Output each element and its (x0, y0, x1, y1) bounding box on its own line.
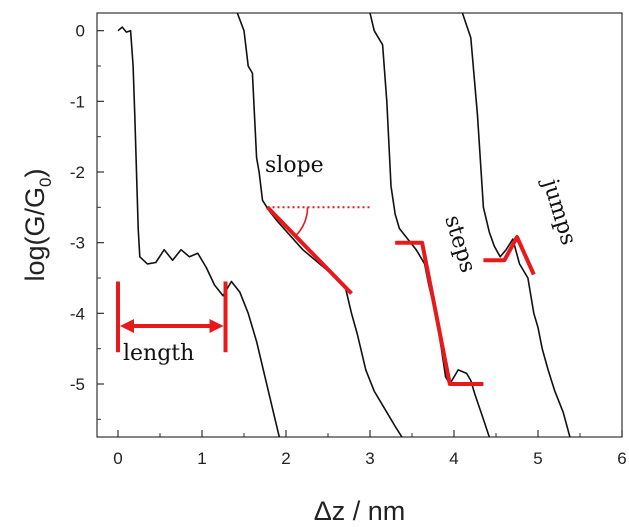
x-tick-label: 2 (281, 449, 290, 468)
traces (117, 13, 571, 437)
trace-2 (236, 13, 403, 437)
fit-line-2 (395, 240, 484, 386)
fit-line-1 (266, 205, 353, 295)
y-tick-label: 0 (76, 22, 85, 41)
slope-angle-arc (294, 207, 309, 237)
trace-4 (461, 13, 571, 437)
annotation-steps: steps (439, 212, 480, 275)
y-tick-label: -1 (70, 92, 85, 111)
x-tick-label: 4 (449, 449, 458, 468)
length-arrowhead-right (209, 319, 224, 334)
x-tick-label: 0 (113, 449, 122, 468)
annotation-slope: slope (265, 153, 324, 178)
y-tick-label: -5 (70, 375, 85, 394)
x-tick-label: 3 (365, 449, 374, 468)
annotation-length: length (123, 341, 194, 366)
axes: 0 1 2 3 4 5 6 0 -1 -2 -3 -4 -5 (70, 12, 627, 468)
y-tick-label: -2 (70, 163, 85, 182)
length-arrowhead-left (120, 319, 134, 334)
y-tick-label: -3 (70, 234, 85, 253)
annotation-jumps: jumps (536, 174, 580, 248)
overlays (116, 205, 536, 386)
plot-frame (96, 12, 623, 438)
x-tick-label: 1 (197, 449, 206, 468)
x-tick-label: 6 (617, 449, 626, 468)
y-tick-label: -4 (70, 304, 85, 323)
y-axis-title: log(G/G0) (20, 169, 55, 282)
trace-1 (117, 26, 281, 437)
trace-3 (369, 13, 491, 437)
x-axis-title: Δz / nm (314, 496, 406, 526)
x-tick-label: 5 (533, 449, 542, 468)
fit-line-3 (483, 235, 536, 276)
